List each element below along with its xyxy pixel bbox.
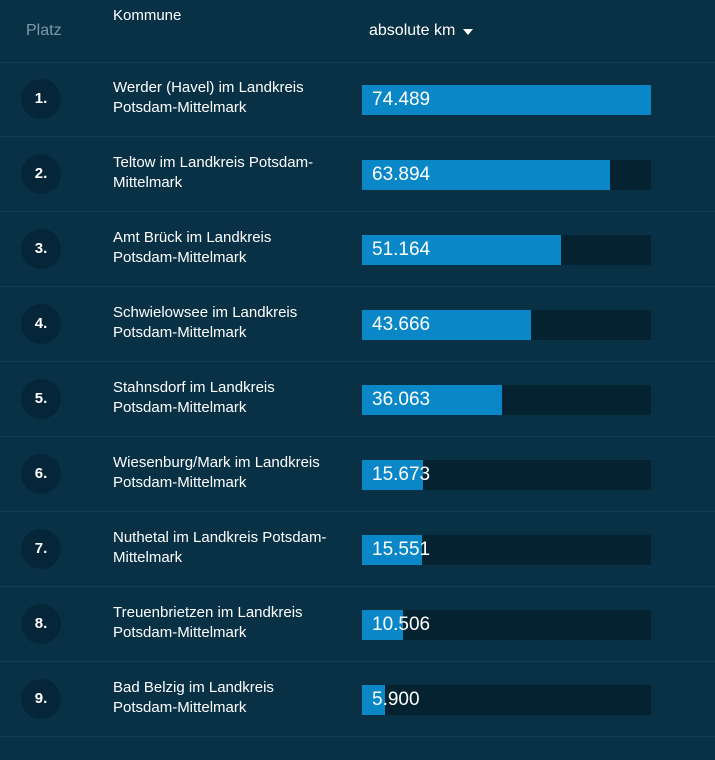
municipality-name: Nuthetal im Landkreis Potsdam-Mittelmark: [113, 529, 327, 566]
table-row[interactable]: 9. Bad Belzig im Landkreis Potsdam-Mittel…: [0, 662, 715, 737]
municipality-name: Treuenbrietzen im Landkreis Potsdam-Mitt…: [113, 604, 303, 641]
column-header-absolute-km[interactable]: absolute km: [369, 22, 474, 40]
value-label: 74.489: [372, 89, 431, 110]
table-row[interactable]: 4. Schwielowsee im Landkreis Potsdam-Mitt…: [0, 287, 715, 362]
table-row[interactable]: 7. Nuthetal im Landkreis Potsdam-Mittelma…: [0, 512, 715, 587]
value-bar-track: 15.551: [362, 535, 651, 565]
caret-down-icon[interactable]: [463, 28, 474, 35]
value-label: 10.506: [372, 614, 431, 635]
rank-badge: 6.: [21, 454, 61, 494]
value-bar-fill: [362, 160, 610, 190]
value-bar-fill: [362, 85, 651, 115]
value-bar-fill: [362, 310, 531, 340]
value-bar-track: 36.063: [362, 385, 651, 415]
rank-badge: 8.: [21, 604, 61, 644]
value-bar-track: 43.666: [362, 310, 651, 340]
value-bar-fill: [362, 685, 385, 715]
municipality-name: Teltow im Landkreis Potsdam-Mittelmark: [113, 154, 314, 191]
value-bar-fill: [362, 610, 403, 640]
value-label: 43.666: [372, 314, 431, 335]
column-header-absolute-km-label: absolute km: [369, 22, 456, 39]
value-bar-track: 51.164: [362, 235, 651, 265]
table-row[interactable]: 3. Amt Brück im Landkreis Potsdam-Mittelm…: [0, 212, 715, 287]
column-header-rank[interactable]: Platz: [26, 22, 62, 39]
table-row[interactable]: 5. Stahnsdorf im Landkreis Potsdam-Mittel…: [0, 362, 715, 437]
column-header-municipality[interactable]: Kommune: [113, 7, 182, 24]
municipality-name: Wiesenburg/Mark im Landkreis Potsdam-Mit…: [113, 454, 320, 491]
municipality-name: Bad Belzig im Landkreis Potsdam-Mittelma…: [113, 679, 274, 716]
value-bar-track: 15.673: [362, 460, 651, 490]
table-row[interactable]: 6. Wiesenburg/Mark im Landkreis Potsdam-M…: [0, 437, 715, 512]
rank-badge: 4.: [21, 304, 61, 344]
value-label: 51.164: [372, 239, 431, 260]
value-label: 15.673: [372, 464, 431, 485]
rank-badge: 9.: [21, 679, 61, 719]
value-label: 15.551: [372, 539, 431, 560]
municipality-name: Schwielowsee im Landkreis Potsdam-Mittel…: [113, 304, 298, 341]
value-bar-fill: [362, 535, 422, 565]
table-row[interactable]: 1. Werder (Havel) im Landkreis Potsdam-Mi…: [0, 62, 715, 137]
value-bar-track: 74.489: [362, 85, 651, 115]
municipality-name: Amt Brück im Landkreis Potsdam-Mittelmar…: [113, 229, 272, 266]
rank-badge: 7.: [21, 529, 61, 569]
table-header: Platz Kommune absolute km: [0, 0, 715, 63]
municipality-name: Stahnsdorf im Landkreis Potsdam-Mittelma…: [113, 379, 275, 416]
value-bar-track: 10.506: [362, 610, 651, 640]
value-bar-track: 63.894: [362, 160, 651, 190]
rank-badge: 3.: [21, 229, 61, 269]
municipality-name: Werder (Havel) im Landkreis Potsdam-Mitt…: [113, 79, 304, 116]
value-bar-track: 5.900: [362, 685, 651, 715]
rank-badge: 5.: [21, 379, 61, 419]
value-label: 5.900: [372, 689, 420, 710]
value-bar-fill: [362, 385, 502, 415]
value-label: 63.894: [372, 164, 431, 185]
value-label: 36.063: [372, 389, 431, 410]
rank-badge: 2.: [21, 154, 61, 194]
table-row[interactable]: 2. Teltow im Landkreis Potsdam-Mittelmark…: [0, 137, 715, 212]
value-bar-fill: [362, 235, 561, 265]
rank-badge: 1.: [21, 79, 61, 119]
value-bar-fill: [362, 460, 423, 490]
table-row[interactable]: 8. Treuenbrietzen im Landkreis Potsdam-Mi…: [0, 587, 715, 662]
